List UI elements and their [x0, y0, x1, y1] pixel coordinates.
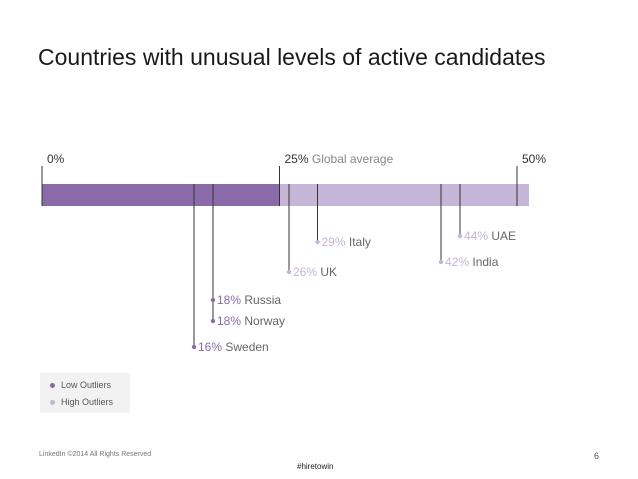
marker-percent-india: 42%: [445, 255, 469, 269]
legend-item-low: Low Outliers: [50, 380, 111, 390]
marker-country-uae: UAE: [488, 229, 516, 243]
marker-label-russia: 18% Russia: [217, 293, 281, 307]
marker-label-italy: 29% Italy: [322, 235, 371, 249]
marker-percent-norway: 18%: [217, 314, 241, 328]
marker-country-norway: Norway: [241, 314, 285, 328]
tick-percent: 50%: [522, 152, 546, 166]
marker-dot-russia: [210, 297, 216, 303]
marker-dot-norway: [210, 318, 216, 324]
hashtag: #hiretowin: [297, 462, 334, 471]
marker-country-italy: Italy: [346, 235, 371, 249]
page-number: 6: [594, 451, 600, 461]
tick-percent: 25%: [285, 152, 309, 166]
marker-percent-uae: 44%: [464, 229, 488, 243]
legend-high-label: High Outliers: [61, 397, 114, 407]
tick-note: Global average: [309, 152, 394, 166]
marker-percent-italy: 29%: [322, 235, 346, 249]
low-outliers-swatch: [50, 383, 55, 389]
axis-tick-label-0: 0%: [47, 152, 65, 166]
high-outliers-swatch: [50, 400, 55, 406]
marker-percent-uk: 26%: [293, 265, 317, 279]
copyright-text: LinkedIn ©2014 All Rights Reserved: [39, 451, 152, 458]
axis-tick-label-25: 25% Global average: [285, 152, 394, 166]
marker-label-norway: 18% Norway: [217, 314, 285, 328]
bar-above-average: [279, 184, 529, 206]
marker-label-sweden: 16% Sweden: [198, 340, 269, 354]
marker-dot-uk: [286, 269, 292, 275]
legend-low-label: Low Outliers: [61, 380, 112, 390]
legend-item-high: High Outliers: [50, 397, 113, 407]
marker-dot-italy: [315, 239, 320, 245]
marker-label-uae: 44% UAE: [464, 229, 516, 243]
marker-dot-india: [438, 259, 444, 265]
marker-label-india: 42% India: [445, 255, 499, 269]
marker-country-russia: Russia: [241, 293, 281, 307]
marker-country-india: India: [469, 255, 499, 269]
bar-below-average: [42, 184, 280, 206]
marker-dot-uae: [457, 233, 463, 239]
marker-label-uk: 26% UK: [293, 265, 337, 279]
marker-country-uk: UK: [317, 265, 337, 279]
marker-country-sweden: Sweden: [222, 340, 269, 354]
legend: Low Outliers High Outliers: [40, 373, 130, 413]
marker-percent-sweden: 16%: [198, 340, 222, 354]
tick-percent: 0%: [47, 152, 65, 166]
axis-tick-label-50: 50%: [522, 152, 546, 166]
chart-title: Countries with unusual levels of active …: [38, 44, 546, 70]
marker-dot-sweden: [191, 344, 197, 350]
marker-percent-russia: 18%: [217, 293, 241, 307]
